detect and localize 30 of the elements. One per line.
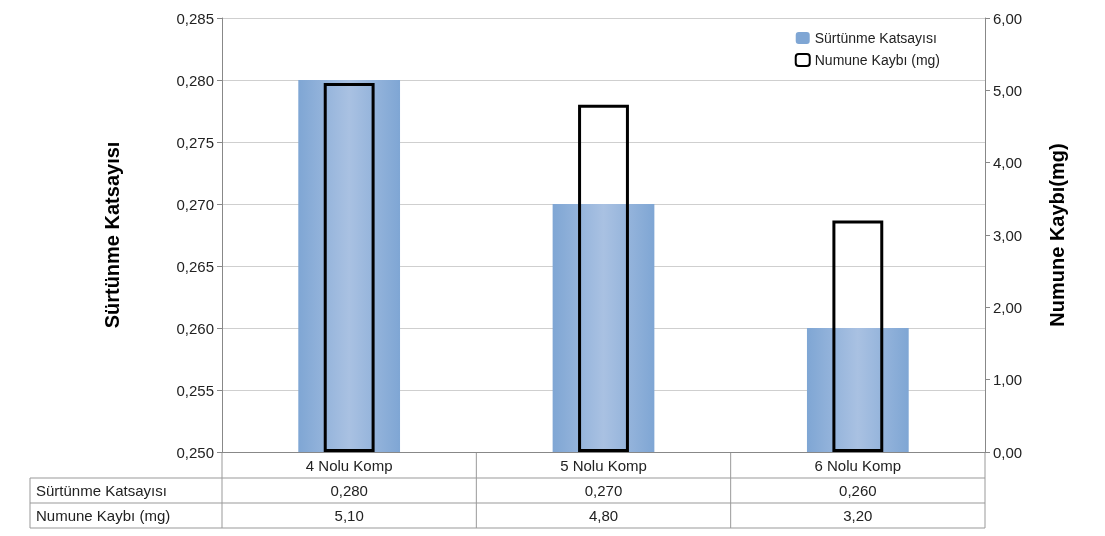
y-tick-label: 0,265 bbox=[176, 257, 214, 275]
data-label: 3,20 bbox=[843, 507, 873, 524]
y2-tick-label: 1,00 bbox=[993, 371, 1023, 389]
data-label: 0,270 bbox=[584, 482, 623, 499]
y2-tick-label: 5,00 bbox=[993, 81, 1023, 99]
y-tick-label: 0,250 bbox=[176, 443, 214, 461]
y-tick-label: 0,270 bbox=[176, 195, 214, 213]
text: Numune Kaybı (mg) bbox=[36, 507, 171, 524]
y2-tick-label: 4,00 bbox=[993, 154, 1023, 172]
x-tick-label: 4 Nolu Komp bbox=[305, 457, 393, 474]
x-tick-label: 6 Nolu Komp bbox=[814, 457, 902, 474]
y2-tick-label: 0,00 bbox=[993, 443, 1023, 461]
y2-tick-label: 3,00 bbox=[993, 226, 1023, 244]
y2-tick-label: 6,00 bbox=[993, 9, 1023, 27]
data-label: 5,10 bbox=[334, 507, 364, 524]
y2-axis-title: Numune Kaybı(mg) bbox=[1046, 143, 1068, 327]
y-axis-title: Sürtünme Katsayısı bbox=[101, 141, 123, 329]
data-label: 4,80 bbox=[588, 507, 619, 524]
x-tick-label: 5 Nolu Komp bbox=[560, 457, 647, 474]
legend-label: Sürtünme Katsayısı bbox=[814, 30, 937, 46]
y2-tick-label: 2,00 bbox=[993, 298, 1023, 316]
text: Sürtünme Katsayısı bbox=[36, 482, 167, 499]
data-label: 0,280 bbox=[330, 482, 368, 499]
y-tick-label: 0,260 bbox=[176, 319, 214, 337]
y-tick-label: 0,285 bbox=[176, 9, 214, 27]
y-tick-label: 0,255 bbox=[176, 381, 214, 399]
legend-label: Numune Kaybı (mg) bbox=[814, 52, 941, 68]
y-tick-label: 0,275 bbox=[176, 133, 214, 151]
y-tick-label: 0,280 bbox=[176, 71, 214, 89]
data-label: 0,260 bbox=[839, 482, 877, 499]
